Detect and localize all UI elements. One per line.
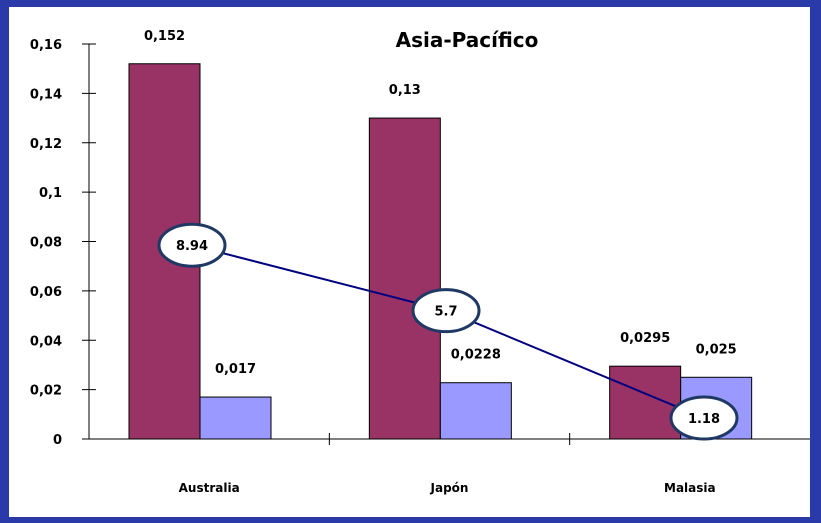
chart-title: Asia-Pacífico xyxy=(396,28,539,52)
data-label: 0,0295 xyxy=(620,331,670,346)
bubble-label: 1.18 xyxy=(688,412,720,427)
value-bubble xyxy=(669,395,739,441)
chart-panel: Asia-Pacífico 0 0,02 0,04 0,06 0,08 0,1 0,12 0,… xyxy=(9,7,810,517)
data-label: 0,152 xyxy=(144,29,185,44)
bubble-label: 5.7 xyxy=(434,305,457,320)
value-bubble xyxy=(157,222,227,268)
x-category-label: Japón xyxy=(430,481,469,495)
bars xyxy=(128,63,753,440)
data-label: 0,025 xyxy=(696,342,737,357)
bar xyxy=(609,365,682,440)
data-label: 0,017 xyxy=(215,362,256,377)
y-tick-label: 0,02 xyxy=(30,384,62,399)
y-tick-label: 0,14 xyxy=(30,87,62,102)
bar xyxy=(199,396,272,440)
data-label: 0,13 xyxy=(389,83,421,98)
x-category-label: Australia xyxy=(179,481,240,495)
bubble-label: 8.94 xyxy=(176,239,208,254)
overlay-line: 8.94 5.7 1.18 xyxy=(157,222,739,441)
bar xyxy=(368,117,441,440)
y-tick-label: 0,16 xyxy=(30,38,62,53)
y-tick-label: 0,1 xyxy=(39,186,62,201)
x-category-label: Malasia xyxy=(664,481,716,495)
y-tick-label: 0 xyxy=(53,433,62,448)
bar-labels: 0,152 0,13 0,0295 0,017 0,0228 0,025 xyxy=(144,29,737,377)
chart-svg: Asia-Pacífico 0 0,02 0,04 0,06 0,08 0,1 0,12 0,… xyxy=(30,28,810,495)
y-tick-label: 0,06 xyxy=(30,285,62,300)
data-label: 0,0228 xyxy=(451,348,501,363)
bar xyxy=(439,382,512,440)
value-bubble xyxy=(411,288,481,334)
axes: 0 0,02 0,04 0,06 0,08 0,1 0,12 0,14 0,16 Australi… xyxy=(30,38,810,495)
y-tick-label: 0,04 xyxy=(30,334,62,349)
y-tick-label: 0,12 xyxy=(30,137,62,152)
y-tick-label: 0,08 xyxy=(30,236,62,251)
